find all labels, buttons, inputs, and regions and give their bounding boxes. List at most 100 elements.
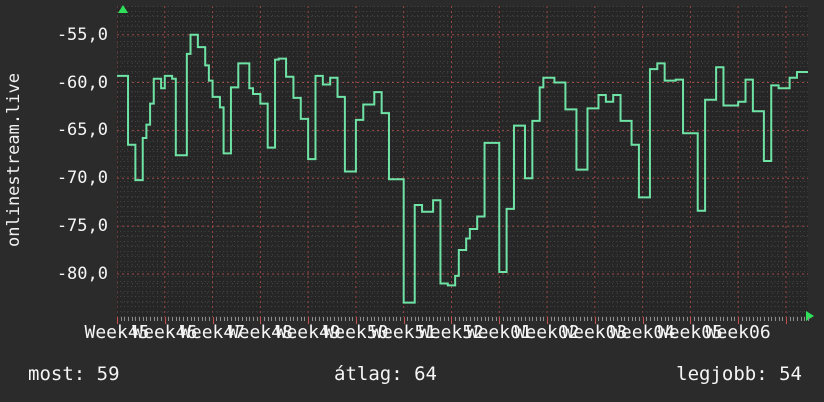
x-axis-tick-major <box>547 317 548 324</box>
x-axis-tick-minor <box>525 317 526 321</box>
x-axis-tick-minor <box>510 317 511 321</box>
x-axis-tick-minor <box>220 317 221 321</box>
x-axis-tick-minor <box>154 317 155 321</box>
x-axis-tick-minor <box>161 317 162 321</box>
x-axis-tick-minor <box>679 317 680 321</box>
x-axis-tick-minor <box>591 317 592 321</box>
y-axis-tick-label: -60,0 <box>56 72 108 93</box>
x-axis-tick-minor <box>518 317 519 321</box>
x-axis-tick-minor <box>705 317 706 321</box>
x-axis-tick-label: Week04 <box>610 322 676 343</box>
x-axis-tick-minor <box>297 317 298 321</box>
x-axis-tick-minor <box>698 317 699 321</box>
y-axis-arrow-icon <box>118 5 128 13</box>
status-bar: most: 59 átlag: 64 legjobb: 54 <box>0 355 824 402</box>
x-axis-tick-minor <box>661 317 662 321</box>
x-axis-tick-minor <box>282 317 283 321</box>
x-axis-tick-minor <box>168 317 169 321</box>
x-axis-tick-minor <box>760 317 761 321</box>
y-axis-tick-label: -55,0 <box>56 24 108 45</box>
x-axis-tick-major <box>404 317 405 324</box>
x-axis-tick-minor <box>709 317 710 321</box>
x-axis-tick-minor <box>621 317 622 321</box>
x-axis-tick-minor <box>731 317 732 321</box>
x-axis-tick-minor <box>470 317 471 321</box>
x-axis-tick-minor <box>293 317 294 321</box>
x-axis-tick-minor <box>411 317 412 321</box>
x-axis-tick-label: Week52 <box>418 322 484 343</box>
x-axis-tick-minor <box>279 317 280 321</box>
x-axis-tick-minor <box>598 317 599 321</box>
x-axis-tick-minor <box>121 317 122 321</box>
x-axis-tick-minor <box>238 317 239 321</box>
x-axis-tick-label: Week49 <box>275 322 341 343</box>
x-axis-tick-minor <box>334 317 335 321</box>
x-axis-tick-minor <box>565 317 566 321</box>
x-axis-tick-minor <box>429 317 430 321</box>
x-axis-tick-minor <box>224 317 225 321</box>
x-axis-tick-minor <box>768 317 769 321</box>
x-axis-tick-minor <box>602 317 603 321</box>
stat-best: legjobb: 54 <box>676 363 802 385</box>
x-axis-tick-minor <box>466 317 467 321</box>
x-axis-tick-minor <box>124 317 125 321</box>
x-axis-arrow-icon <box>806 311 814 321</box>
x-axis-tick-minor <box>345 317 346 321</box>
x-axis-tick-minor <box>668 317 669 321</box>
x-axis-tick-minor <box>271 317 272 321</box>
x-axis-tick-minor <box>617 317 618 321</box>
x-axis-tick-minor <box>687 317 688 321</box>
x-axis-tick-major <box>165 317 166 324</box>
x-axis-tick-label: Week47 <box>180 322 246 343</box>
signal-series-line <box>117 33 808 304</box>
x-axis-tick-minor <box>382 317 383 321</box>
x-axis-tick-minor <box>503 317 504 321</box>
x-axis-tick-minor <box>716 317 717 321</box>
x-axis-tick-minor <box>459 317 460 321</box>
x-axis-tick-minor <box>474 317 475 321</box>
x-axis-tick-label: Week05 <box>657 322 723 343</box>
x-axis-tick-minor <box>216 317 217 321</box>
x-axis-tick-minor <box>672 317 673 321</box>
x-axis-tick-minor <box>371 317 372 321</box>
x-axis-tick-label: Week06 <box>705 322 771 343</box>
x-axis-tick-minor <box>485 317 486 321</box>
x-axis-tick-minor <box>613 317 614 321</box>
x-axis-tick-minor <box>374 317 375 321</box>
x-axis-tick-major <box>451 317 452 324</box>
x-axis-tick-minor <box>576 317 577 321</box>
x-axis-tick-minor <box>407 317 408 321</box>
x-axis-tick-minor <box>514 317 515 321</box>
x-axis-tick-minor <box>734 317 735 321</box>
x-axis-tick-label: Week46 <box>132 322 198 343</box>
x-axis-tick-minor <box>632 317 633 321</box>
x-axis-tick-minor <box>683 317 684 321</box>
x-axis-tick-minor <box>654 317 655 321</box>
x-axis-tick-major <box>308 317 309 324</box>
x-axis-tick-minor <box>676 317 677 321</box>
x-axis-tick-minor <box>187 317 188 321</box>
x-axis-tick-minor <box>650 317 651 321</box>
x-axis-tick-minor <box>246 317 247 321</box>
x-axis-tick-minor <box>477 317 478 321</box>
y-axis-tick-labels: -55,0 -60,0 -65,0 -70,0 -75,0 -80,0 <box>30 0 112 320</box>
x-axis-tick-minor <box>646 317 647 321</box>
x-axis-tick-minor <box>286 317 287 321</box>
x-axis-tick-minor <box>132 317 133 321</box>
x-axis-tick-label: Week48 <box>227 322 293 343</box>
x-axis-tick-minor <box>764 317 765 321</box>
x-axis-tick-minor <box>801 317 802 321</box>
x-axis-tick-minor <box>727 317 728 321</box>
x-axis-tick-minor <box>418 317 419 321</box>
x-axis-tick-minor <box>146 317 147 321</box>
x-axis-tick-minor <box>268 317 269 321</box>
x-axis-tick-minor <box>580 317 581 321</box>
x-axis-ruler <box>117 317 809 325</box>
x-axis-tick-labels: Week45 Week46 Week47 Week48 Week49 Week50 Week… <box>0 322 824 348</box>
x-axis-tick-minor <box>532 317 533 321</box>
x-axis-tick-minor <box>290 317 291 321</box>
x-axis-tick-minor <box>341 317 342 321</box>
x-axis-tick-minor <box>143 317 144 321</box>
x-axis-tick-minor <box>782 317 783 321</box>
plot-area <box>117 6 808 317</box>
